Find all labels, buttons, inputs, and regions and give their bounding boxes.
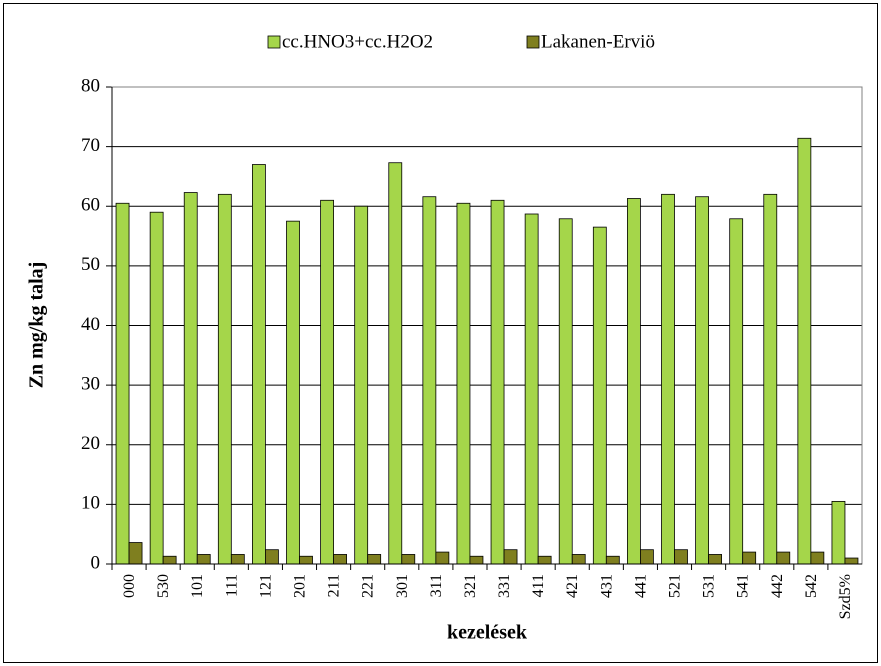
- bar: [320, 199, 334, 565]
- x-tick-label: 221: [360, 574, 377, 598]
- y-tick-label: 50: [81, 254, 100, 275]
- legend-swatch: [267, 35, 281, 49]
- y-axis-title: Zn mg/kg talaj: [26, 262, 48, 389]
- bar: [605, 555, 620, 565]
- bar: [627, 198, 641, 565]
- bar: [844, 557, 859, 565]
- bar: [115, 202, 130, 565]
- bar: [286, 220, 300, 565]
- y-tick-label: 30: [81, 373, 100, 394]
- bar: [354, 205, 369, 565]
- bar: [469, 555, 484, 565]
- bar: [265, 549, 279, 565]
- x-tick-label: 000: [121, 574, 138, 598]
- bar: [490, 199, 505, 565]
- bar: [333, 554, 347, 565]
- bar: [299, 555, 313, 565]
- y-tick-label: 10: [81, 493, 100, 514]
- x-axis-title: kezelések: [447, 622, 528, 644]
- bar: [742, 551, 757, 565]
- x-tick-label: 211: [326, 574, 343, 597]
- bar: [810, 551, 825, 565]
- bar: [524, 213, 539, 565]
- y-tick-label: 60: [81, 195, 100, 216]
- legend-swatch: [526, 35, 540, 49]
- x-tick-label: 431: [598, 574, 615, 598]
- y-tick-label: 80: [81, 75, 100, 96]
- bar: [537, 555, 552, 565]
- x-tick-label: Szd5%: [837, 574, 854, 619]
- y-tick-label: 40: [81, 314, 100, 335]
- x-tick-label: 101: [189, 574, 206, 598]
- x-tick-label: 111: [223, 574, 240, 597]
- bar: [640, 549, 654, 565]
- bar: [230, 554, 245, 565]
- bar: [456, 202, 471, 565]
- bar: [708, 554, 722, 565]
- x-tick-label: 530: [155, 574, 172, 598]
- legend-label: cc.HNO3+cc.H2O2: [282, 31, 433, 52]
- bar: [776, 551, 791, 565]
- x-tick-label: 441: [632, 574, 649, 598]
- bar: [729, 218, 744, 565]
- x-tick-label: 331: [496, 574, 513, 598]
- bar: [149, 211, 164, 565]
- bar: [674, 549, 688, 565]
- bar: [831, 500, 846, 565]
- y-tick-label: 70: [81, 135, 100, 156]
- bar: [763, 193, 778, 565]
- x-tick-label: 542: [803, 574, 820, 598]
- x-tick-label: 301: [394, 574, 411, 598]
- bar: [435, 551, 450, 565]
- y-tick-label: 0: [91, 552, 101, 573]
- bar: [162, 555, 177, 565]
- bar: [196, 554, 211, 565]
- x-tick-label: 321: [462, 574, 479, 598]
- x-tick-label: 521: [667, 574, 684, 598]
- bar: [367, 554, 382, 565]
- bar: [592, 226, 607, 565]
- x-tick-label: 442: [769, 574, 786, 598]
- bar: [217, 193, 232, 565]
- bar: [128, 542, 143, 565]
- bar: [661, 193, 675, 565]
- bar: [252, 164, 266, 565]
- x-tick-label: 531: [701, 574, 718, 598]
- bar: [422, 196, 437, 565]
- bar: [503, 549, 518, 565]
- legend-label: Lakanen-Erviö: [541, 31, 655, 52]
- x-tick-label: 311: [428, 574, 445, 597]
- bar: [797, 137, 812, 565]
- x-tick-label: 411: [530, 574, 547, 597]
- bar: [571, 554, 586, 565]
- x-tick-label: 201: [292, 574, 309, 598]
- x-tick-label: 541: [735, 574, 752, 598]
- bar: [183, 192, 198, 565]
- bar: [695, 196, 709, 565]
- bar: [558, 218, 573, 565]
- x-tick-label: 121: [257, 574, 274, 598]
- bar: [388, 162, 403, 565]
- x-tick-label: 421: [564, 574, 581, 598]
- bar: [401, 554, 416, 565]
- y-tick-label: 20: [81, 433, 100, 454]
